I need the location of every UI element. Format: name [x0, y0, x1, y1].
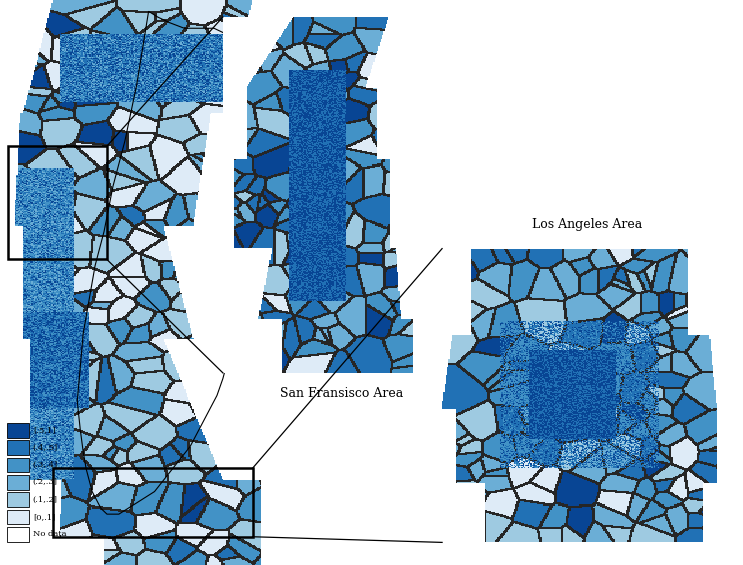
Text: (.1,.2]: (.1,.2]: [33, 496, 58, 503]
Bar: [7, 440, 29, 455]
Text: No data: No data: [33, 531, 66, 538]
Text: Los Angeles Area: Los Angeles Area: [532, 218, 642, 231]
Bar: [53, 468, 253, 537]
Text: (.4,.5]: (.4,.5]: [33, 444, 58, 451]
Text: [0,.1]: [0,.1]: [33, 513, 55, 521]
Bar: [7, 527, 29, 542]
Text: San Fransisco Area: San Fransisco Area: [280, 387, 403, 400]
Text: [.5,1]: [.5,1]: [33, 427, 55, 434]
Text: (.3,.4]: (.3,.4]: [33, 461, 58, 469]
Bar: [7, 458, 29, 472]
Bar: [7, 423, 29, 438]
Bar: [7, 475, 29, 490]
Bar: [8, 146, 107, 259]
Bar: [7, 510, 29, 524]
Text: (.2,.3]: (.2,.3]: [33, 479, 58, 486]
Bar: [7, 492, 29, 507]
